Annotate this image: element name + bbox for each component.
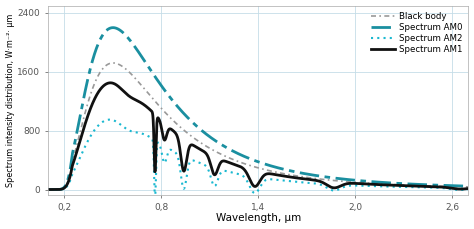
Spectrum AM1 (45, 188, 51, 191)
Spectrum AM2 (107, 118, 112, 121)
Spectrum AM2 (118, 124, 124, 126)
Spectrum AM1 (207, 159, 212, 162)
Spectrum AM0 (207, 135, 212, 138)
Black body (207, 147, 212, 149)
Spectrum AM0 (465, 185, 471, 188)
Spectrum AM0 (93, 48, 99, 51)
X-axis label: Wavelength, μm: Wavelength, μm (216, 213, 301, 224)
Spectrum AM2 (93, 127, 99, 130)
Spectrum AM2 (457, 188, 463, 191)
Spectrum AM0 (45, 188, 51, 191)
Spectrum AM2 (207, 172, 212, 174)
Spectrum AM2 (465, 188, 471, 191)
Spectrum AM0 (225, 147, 230, 150)
Legend: Black body, Spectrum AM0, Spectrum AM2, Spectrum AM1: Black body, Spectrum AM0, Spectrum AM2, … (369, 10, 464, 56)
Line: Spectrum AM1: Spectrum AM1 (48, 83, 468, 190)
Black body (465, 185, 471, 188)
Black body (45, 188, 51, 191)
Line: Spectrum AM0: Spectrum AM0 (48, 28, 468, 190)
Spectrum AM1 (465, 187, 471, 190)
Spectrum AM0 (118, 30, 124, 32)
Spectrum AM1 (93, 95, 99, 98)
Black body (110, 62, 116, 64)
Line: Spectrum AM2: Spectrum AM2 (48, 120, 468, 198)
Black body (225, 156, 230, 158)
Spectrum AM0 (110, 26, 116, 29)
Spectrum AM1 (225, 161, 230, 163)
Spectrum AM2 (225, 170, 230, 173)
Black body (412, 184, 418, 187)
Spectrum AM1 (457, 188, 463, 191)
Spectrum AM2 (45, 188, 51, 191)
Spectrum AM1 (108, 82, 113, 84)
Spectrum AM2 (412, 186, 418, 189)
Black body (93, 79, 99, 82)
Black body (457, 185, 463, 188)
Spectrum AM1 (118, 87, 124, 90)
Spectrum AM2 (152, 196, 158, 199)
Spectrum AM1 (412, 185, 418, 187)
Spectrum AM0 (457, 185, 463, 187)
Y-axis label: Spectrum intensity distribution, W·m⁻²· μm: Spectrum intensity distribution, W·m⁻²· … (6, 14, 15, 187)
Line: Black body: Black body (48, 63, 468, 190)
Spectrum AM0 (412, 183, 418, 186)
Black body (118, 64, 124, 67)
